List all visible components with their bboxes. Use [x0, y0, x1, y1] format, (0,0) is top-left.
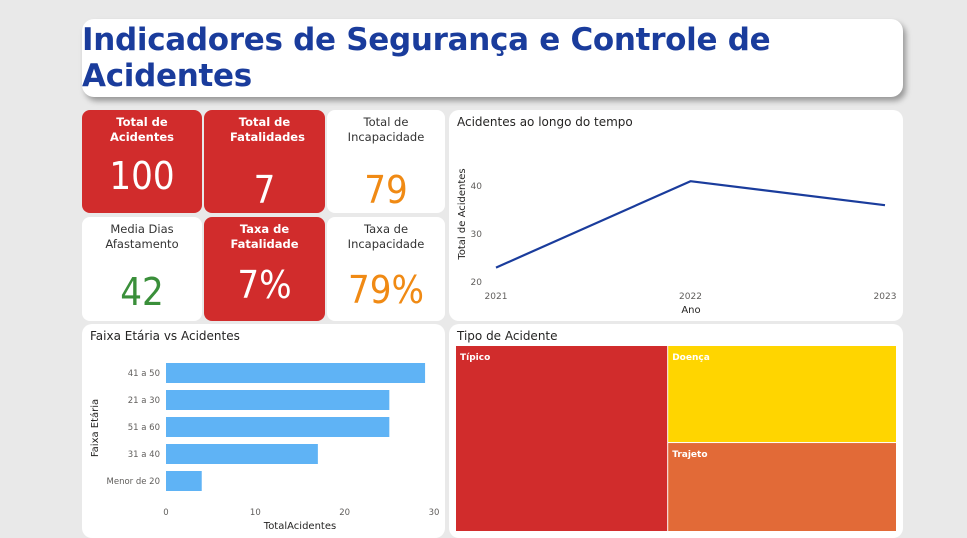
x-tick-label: 20 [339, 508, 350, 518]
treemap-label: Doença [672, 353, 710, 363]
y-tick-label: 30 [471, 230, 483, 240]
kpi-label: Total de Acidentes [109, 115, 175, 144]
line-chart-card[interactable]: Acidentes ao longo do tempo 20 30 40 2021 20… [449, 110, 903, 321]
line-chart: 20 30 40 2021 2022 2023 Ano Total de Acidentes [457, 168, 897, 316]
bar [166, 363, 426, 383]
kpi-label: Total de Incapacidade [347, 115, 425, 144]
x-tick-label: 2023 [874, 292, 897, 302]
x-tick-label: 2022 [679, 292, 702, 302]
x-tick-label: 10 [250, 508, 261, 518]
series-line [495, 180, 886, 269]
x-tick-label: 30 [429, 508, 440, 518]
kpi-value: 100 [109, 154, 175, 198]
treemap-card[interactable]: Tipo de Acidente Típico Doença Trajeto [449, 324, 903, 538]
kpi-total-fatalidades[interactable]: Total de Fatalidades 7 [204, 110, 325, 213]
kpi-value: 7% [237, 263, 292, 307]
x-tick-label: 0 [163, 508, 168, 518]
bar [166, 444, 318, 464]
kpi-label: Taxa de Fatalidade [230, 222, 299, 251]
kpi-total-incapacidade[interactable]: Total de Incapacidade 79 [327, 110, 445, 213]
title-card: Indicadores de Segurança e Controle de A… [82, 19, 903, 97]
kpi-taxa-fatalidade[interactable]: Taxa de Fatalidade 7% [204, 217, 325, 321]
bar-chart-card[interactable]: Faixa Etária vs Acidentes 41 a 50 21 a 30… [82, 324, 445, 538]
treemap-tile [668, 443, 896, 531]
bar-chart: 41 a 50 21 a 30 51 a 60 31 a 40 Menor de 20 0… [89, 363, 440, 532]
bar [166, 417, 390, 437]
kpi-value: 79% [348, 268, 424, 312]
treemap-chart: Típico Doença Trajeto [456, 346, 896, 531]
treemap-label: Trajeto [672, 450, 707, 460]
page-title: Indicadores de Segurança e Controle de A… [82, 22, 771, 94]
treemap-title: Tipo de Acidente [457, 329, 558, 343]
kpi-media-dias[interactable]: Media Dias Afastamento 42 [82, 217, 202, 321]
x-tick-label: 2021 [485, 292, 508, 302]
kpi-value: 7 [253, 168, 276, 212]
kpi-label: Media Dias Afastamento [105, 222, 179, 251]
category-label: Menor de 20 [107, 477, 161, 487]
y-axis-label: Faixa Etária [89, 399, 101, 457]
treemap-tile [456, 346, 668, 531]
category-label: 51 a 60 [128, 423, 160, 433]
bar [166, 390, 390, 410]
y-tick-label: 40 [471, 182, 483, 192]
y-axis-label: Total de Acidentes [457, 168, 468, 260]
treemap-label: Típico [460, 353, 490, 363]
kpi-value: 79 [364, 168, 408, 212]
treemap-tile [668, 346, 896, 443]
bar [166, 471, 202, 491]
x-axis-label: Ano [681, 305, 700, 316]
bar-chart-title: Faixa Etária vs Acidentes [90, 329, 240, 343]
x-axis-label: TotalAcidentes [263, 521, 336, 532]
kpi-value: 42 [120, 270, 164, 314]
category-label: 41 a 50 [128, 369, 160, 379]
kpi-label: Taxa de Incapacidade [347, 222, 425, 251]
kpi-total-acidentes[interactable]: Total de Acidentes 100 [82, 110, 202, 213]
y-tick-label: 20 [471, 278, 483, 288]
category-label: 21 a 30 [128, 396, 160, 406]
kpi-label: Total de Fatalidades [230, 115, 305, 144]
line-chart-title: Acidentes ao longo do tempo [457, 115, 633, 129]
kpi-taxa-incapacidade[interactable]: Taxa de Incapacidade 79% [327, 217, 445, 321]
category-label: 31 a 40 [128, 450, 160, 460]
